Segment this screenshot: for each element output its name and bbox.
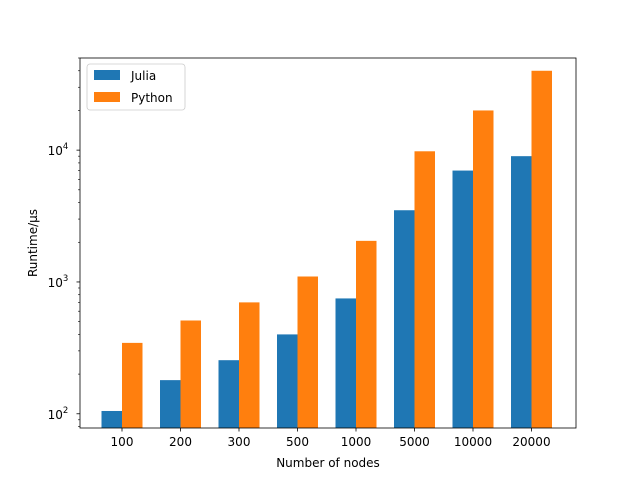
bar-julia-1000 xyxy=(335,298,356,428)
plot-frame xyxy=(79,57,577,429)
bar-python-1000 xyxy=(356,240,377,428)
y-tick-label: 102 xyxy=(48,406,69,422)
legend: Julia Python xyxy=(86,63,186,111)
legend-swatch-julia xyxy=(94,70,120,80)
bar-python-20000 xyxy=(531,70,552,429)
x-tick-label: 200 xyxy=(169,435,192,449)
bar-julia-200 xyxy=(160,380,181,428)
x-tick-label: 500 xyxy=(286,435,309,449)
x-tick-label: 10000 xyxy=(454,435,492,449)
bars-layer xyxy=(101,70,552,429)
bar-python-10000 xyxy=(473,110,494,429)
bar-python-300 xyxy=(239,302,260,428)
bar-python-500 xyxy=(297,276,318,428)
bar-julia-5000 xyxy=(394,210,415,428)
y-axis-label: Runtime/µs xyxy=(26,209,40,277)
bar-python-200 xyxy=(180,320,201,428)
y-ticks-layer: 102 103 104 xyxy=(48,57,80,427)
x-tick-label: 1000 xyxy=(341,435,372,449)
bar-python-100 xyxy=(122,342,143,428)
bar-julia-500 xyxy=(277,334,298,428)
bar-julia-300 xyxy=(218,360,239,428)
x-ticks-layer: 100 200 300 500 1000 5000 10000 20000 xyxy=(111,428,551,449)
bar-julia-10000 xyxy=(452,170,473,428)
bar-python-5000 xyxy=(414,151,435,429)
legend-label-julia: Julia xyxy=(130,69,156,83)
x-tick-label: 5000 xyxy=(399,435,430,449)
x-axis-label: Number of nodes xyxy=(276,456,380,470)
x-tick-label: 100 xyxy=(111,435,134,449)
y-tick-label: 104 xyxy=(48,142,69,158)
x-tick-label: 300 xyxy=(228,435,251,449)
legend-swatch-python xyxy=(94,92,120,102)
legend-label-python: Python xyxy=(131,91,173,105)
bar-julia-20000 xyxy=(511,156,532,429)
y-tick-label: 103 xyxy=(48,274,69,290)
bar-julia-100 xyxy=(101,410,122,428)
x-tick-label: 20000 xyxy=(512,435,550,449)
